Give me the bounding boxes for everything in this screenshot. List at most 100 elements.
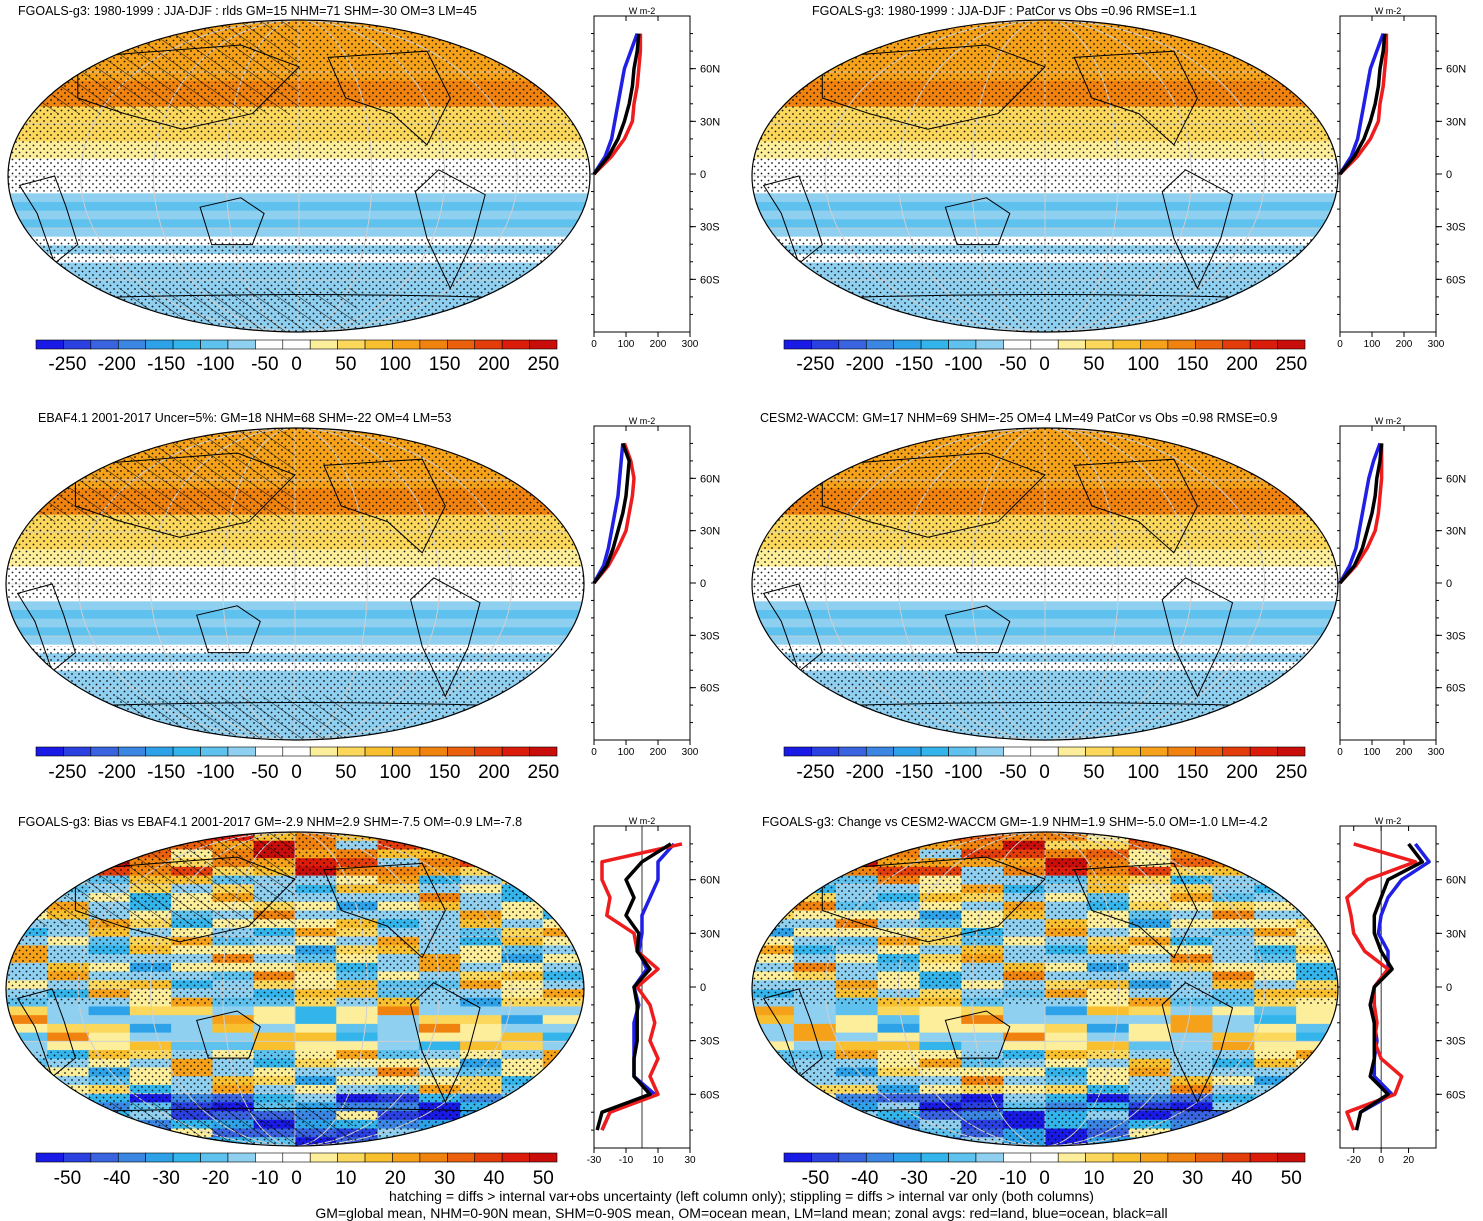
- colorbar-swatch: [117, 339, 146, 350]
- colorbar-swatch: [90, 746, 119, 757]
- colorbar-swatch: [1195, 1152, 1224, 1163]
- zonal-lat-label: 30S: [700, 1036, 720, 1048]
- colorbar-swatch: [783, 746, 812, 757]
- colorbar-tick-label: 20: [1133, 1168, 1154, 1189]
- colorbar-swatch: [63, 746, 92, 757]
- colorbar-swatch: [337, 1152, 366, 1163]
- zonal-all-line: [592, 33, 641, 176]
- panel-title-1: FGOALS-g3: 1980-1999 : JJA-DJF : rlds GM…: [18, 4, 477, 18]
- colorbar-swatch: [893, 339, 922, 350]
- colorbar-tick-label: 50: [533, 1168, 554, 1189]
- zonal-all-line: [1354, 842, 1425, 1131]
- colorbar-swatch: [145, 746, 174, 757]
- colorbar-swatch: [1085, 1152, 1114, 1163]
- colorbar-swatch: [392, 746, 421, 757]
- panel-title-6: FGOALS-g3: Change vs CESM2-WACCM GM=-1.9…: [762, 815, 1268, 829]
- zonal-lat-label: 30N: [1446, 928, 1466, 940]
- zonal-lat-label: 30S: [700, 630, 720, 642]
- zonal-ocean-line: [1338, 442, 1382, 584]
- colorbar-swatch: [811, 1152, 840, 1163]
- colorbar-swatch: [419, 1152, 448, 1163]
- zonal-lat-label: 60N: [700, 64, 720, 76]
- zonal-lat-label: 60N: [700, 473, 720, 485]
- zonal-x-tick-label: 20: [1403, 1155, 1415, 1166]
- colorbar-tick-label: -10: [251, 1168, 278, 1189]
- colorbar-swatch: [920, 339, 949, 350]
- zonal-x-tick-label: 300: [1428, 747, 1445, 758]
- zonal-all-line: [592, 442, 631, 585]
- colorbar-swatch: [1277, 339, 1306, 350]
- colorbar-5: -50 -40 -30 -20 -10 0 10 20 30 40 50: [35, 1152, 558, 1189]
- zonal-x-tick-label: 0: [591, 747, 597, 758]
- colorbar-swatch: [865, 746, 894, 757]
- colorbar-swatch: [1222, 339, 1251, 350]
- colorbar-swatch: [255, 746, 284, 757]
- colorbar-6: -50 -40 -30 -20 -10 0 10 20 30 40 50: [783, 1152, 1306, 1189]
- colorbar-swatch: [1167, 339, 1196, 350]
- zonal-lat-label: 30N: [700, 928, 720, 940]
- footer-note-legend: GM=global mean, NHM=0-90N mean, SHM=0-90…: [315, 1205, 1168, 1221]
- map-panel-1: [7, 19, 591, 333]
- colorbar-swatch: [172, 746, 201, 757]
- zonal-x-tick-label: 200: [650, 747, 667, 758]
- colorbar-swatch: [364, 746, 393, 757]
- colorbar-swatch: [948, 1152, 977, 1163]
- zonal-lat-label: 30N: [1446, 116, 1466, 128]
- colorbar-swatch: [309, 339, 338, 350]
- colorbar-swatch: [975, 746, 1004, 757]
- colorbar-tick-label: -150: [895, 762, 933, 783]
- colorbar-tick-label: 150: [1177, 354, 1209, 375]
- colorbar-tick-label: -50: [802, 1168, 829, 1189]
- zonal-land-line: [1338, 443, 1384, 585]
- zonal-x-tick-label: 0: [1378, 1155, 1384, 1166]
- colorbar-swatch: [1030, 339, 1059, 350]
- zonal-x-tick-label: 10: [652, 1155, 664, 1166]
- colorbar-swatch: [392, 339, 421, 350]
- zonal-x-tick-label: 0: [591, 339, 597, 350]
- colorbar-swatch: [1003, 746, 1032, 757]
- colorbar-swatch: [893, 1152, 922, 1163]
- colorbar-tick-label: 0: [1039, 762, 1050, 783]
- colorbar-swatch: [1222, 1152, 1251, 1163]
- colorbar-swatch: [35, 339, 64, 350]
- colorbar-swatch: [145, 1152, 174, 1163]
- colorbar-swatch: [200, 1152, 229, 1163]
- colorbar-swatch: [1085, 339, 1114, 350]
- zonal-avg-panel-5: 60N 30N 0 30S 60S -30 -10 10 30 W m-2: [587, 816, 720, 1166]
- colorbar-swatch: [1195, 339, 1224, 350]
- colorbar-tick-label: 0: [1039, 354, 1050, 375]
- colorbar-swatch: [501, 746, 530, 757]
- zonal-lat-label: 30S: [1446, 1036, 1466, 1048]
- colorbar-tick-label: 200: [1226, 354, 1258, 375]
- colorbar-swatch: [1030, 1152, 1059, 1163]
- colorbar-swatch: [1249, 1152, 1278, 1163]
- colorbar-tick-label: 250: [1275, 762, 1307, 783]
- zonal-all-line: [1338, 33, 1387, 176]
- colorbar-tick-label: 150: [1177, 762, 1209, 783]
- colorbar-tick-label: -30: [152, 1168, 179, 1189]
- colorbar-swatch: [474, 746, 503, 757]
- zonal-lat-label: 60S: [1446, 683, 1466, 695]
- colorbar-tick-label: 200: [1226, 762, 1258, 783]
- zonal-x-tick-label: 30: [684, 1155, 696, 1166]
- colorbar-swatch: [447, 746, 476, 757]
- colorbar-2: -250 -200 -150 -100 -50 0 50 100 150 200 250: [783, 339, 1307, 375]
- colorbar-swatch: [1030, 746, 1059, 757]
- colorbar-swatch: [309, 746, 338, 757]
- colorbar-swatch: [783, 339, 812, 350]
- colorbar-tick-label: 40: [1231, 1168, 1252, 1189]
- colorbar-swatch: [227, 746, 256, 757]
- colorbar-tick-label: 0: [291, 762, 302, 783]
- colorbar-swatch: [1249, 746, 1278, 757]
- colorbar-swatch: [948, 746, 977, 757]
- zonal-x-tick-label: 200: [1396, 747, 1413, 758]
- panel-title-4: CESM2-WACCM: GM=17 NHM=69 SHM=-25 OM=4 L…: [760, 411, 1278, 425]
- panel-title-2: FGOALS-g3: 1980-1999 : JJA-DJF : PatCor …: [812, 4, 1197, 18]
- zonal-lat-label: 30N: [700, 526, 720, 538]
- colorbar-swatch: [90, 339, 119, 350]
- colorbar-tick-label: -100: [944, 762, 982, 783]
- colorbar-tick-label: 50: [335, 354, 356, 375]
- colorbar-swatch: [865, 1152, 894, 1163]
- colorbar-swatch: [1277, 1152, 1306, 1163]
- colorbar-tick-label: -250: [796, 354, 834, 375]
